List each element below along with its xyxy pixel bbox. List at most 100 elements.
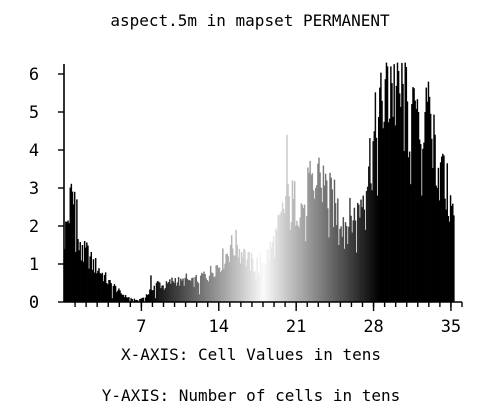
- histogram-bar: [128, 297, 130, 302]
- histogram-bar: [275, 228, 277, 302]
- histogram-bar: [402, 83, 404, 302]
- histogram-bar: [207, 281, 210, 302]
- histogram-bar: [234, 255, 236, 302]
- histogram-bar: [287, 184, 289, 302]
- histogram-bar: [429, 113, 432, 302]
- histogram-bar: [410, 184, 412, 302]
- histogram-bar: [407, 157, 410, 302]
- histogram-bar: [413, 88, 415, 302]
- histogram-bar: [371, 190, 373, 302]
- x-tick-label: 7: [136, 317, 146, 337]
- histogram-bar: [374, 92, 377, 302]
- histogram-bar: [100, 273, 102, 302]
- histogram-bar: [421, 195, 423, 302]
- histogram-bar: [339, 228, 341, 302]
- histogram-bar: [92, 259, 95, 302]
- histogram-bar: [251, 259, 254, 302]
- histogram-bar: [332, 227, 335, 302]
- histogram-bar: [411, 104, 413, 302]
- histogram-bar: [340, 226, 342, 302]
- histogram-bar: [426, 101, 429, 302]
- histogram-bar: [83, 241, 86, 302]
- histogram-bar: [72, 204, 75, 302]
- histogram-bar: [404, 62, 406, 302]
- histogram-bar: [282, 208, 285, 302]
- histogram-bar: [187, 280, 190, 302]
- histogram-bar: [91, 269, 94, 302]
- histogram-bar: [77, 239, 79, 302]
- y-tick-label: 5: [29, 103, 39, 123]
- histogram-bar: [327, 208, 329, 302]
- histogram-bar: [214, 276, 216, 302]
- histogram-bar: [66, 221, 68, 302]
- histogram-bar: [449, 195, 452, 302]
- histogram-bar: [349, 197, 351, 302]
- histogram-bar: [224, 263, 226, 302]
- histogram-bar: [318, 157, 320, 302]
- histogram-bar: [440, 156, 443, 302]
- histogram-bar: [255, 279, 257, 302]
- histogram-bar: [249, 270, 252, 302]
- histogram-bar: [79, 242, 81, 302]
- histogram-bar: [373, 131, 376, 302]
- histogram-bar: [247, 251, 249, 302]
- histogram-bar: [356, 202, 359, 302]
- histogram-bar: [175, 285, 178, 302]
- histogram-bar: [170, 283, 172, 302]
- histogram-bar: [139, 298, 141, 302]
- histogram-bar: [348, 226, 350, 302]
- histogram-bar: [178, 285, 181, 302]
- histogram-bar: [265, 263, 267, 302]
- histogram-bar: [353, 207, 356, 302]
- histogram-bar: [99, 273, 101, 302]
- histogram-bar: [154, 298, 157, 302]
- histogram-bar: [445, 209, 447, 302]
- histogram-bar: [366, 186, 369, 302]
- histogram-bar: [305, 241, 307, 302]
- y-tick-label: 0: [29, 293, 39, 313]
- histogram-bar: [335, 225, 338, 302]
- histogram-bar: [82, 261, 85, 302]
- histogram-bar: [98, 268, 100, 302]
- histogram-bar: [319, 172, 321, 302]
- histogram-bar: [386, 66, 389, 303]
- histogram-bar: [87, 245, 89, 302]
- x-tick-label: 35: [441, 317, 461, 337]
- histogram-bar: [313, 198, 316, 302]
- histogram-bar: [286, 134, 288, 302]
- histogram-bar: [439, 162, 442, 302]
- histogram-bar: [172, 281, 174, 302]
- histogram-bar: [188, 279, 191, 302]
- histogram-bar: [86, 242, 88, 302]
- histogram-bar: [258, 275, 261, 302]
- histogram-bar: [192, 277, 194, 302]
- histogram-bar: [285, 195, 287, 302]
- histogram-bar: [146, 295, 149, 302]
- histogram-bar: [323, 185, 326, 302]
- histogram-bar: [354, 220, 357, 302]
- histogram-bar: [195, 274, 198, 302]
- histogram-bar: [422, 148, 424, 302]
- histogram-bar: [162, 285, 164, 302]
- histogram-bar: [417, 112, 420, 302]
- histogram-bar: [165, 281, 168, 302]
- histogram-bar: [284, 213, 286, 302]
- histogram-bar: [257, 272, 259, 302]
- histogram-bar: [185, 273, 188, 302]
- histogram-bar: [96, 273, 98, 302]
- histogram-bar: [121, 294, 123, 302]
- x-tick-label: 14: [209, 317, 229, 337]
- histogram-bar: [333, 179, 336, 302]
- histogram-bar: [438, 200, 441, 302]
- histogram-bar: [240, 252, 243, 302]
- histogram-bar: [196, 281, 199, 302]
- histogram-bar: [133, 298, 136, 302]
- histogram-bar: [433, 114, 435, 302]
- histogram-bar: [236, 245, 238, 302]
- histogram-bar: [337, 198, 339, 302]
- histogram-bar: [448, 221, 451, 302]
- histogram-bar: [394, 125, 397, 302]
- histogram-bar: [298, 227, 300, 302]
- histogram-bar: [365, 190, 368, 302]
- histogram-bar: [223, 268, 225, 302]
